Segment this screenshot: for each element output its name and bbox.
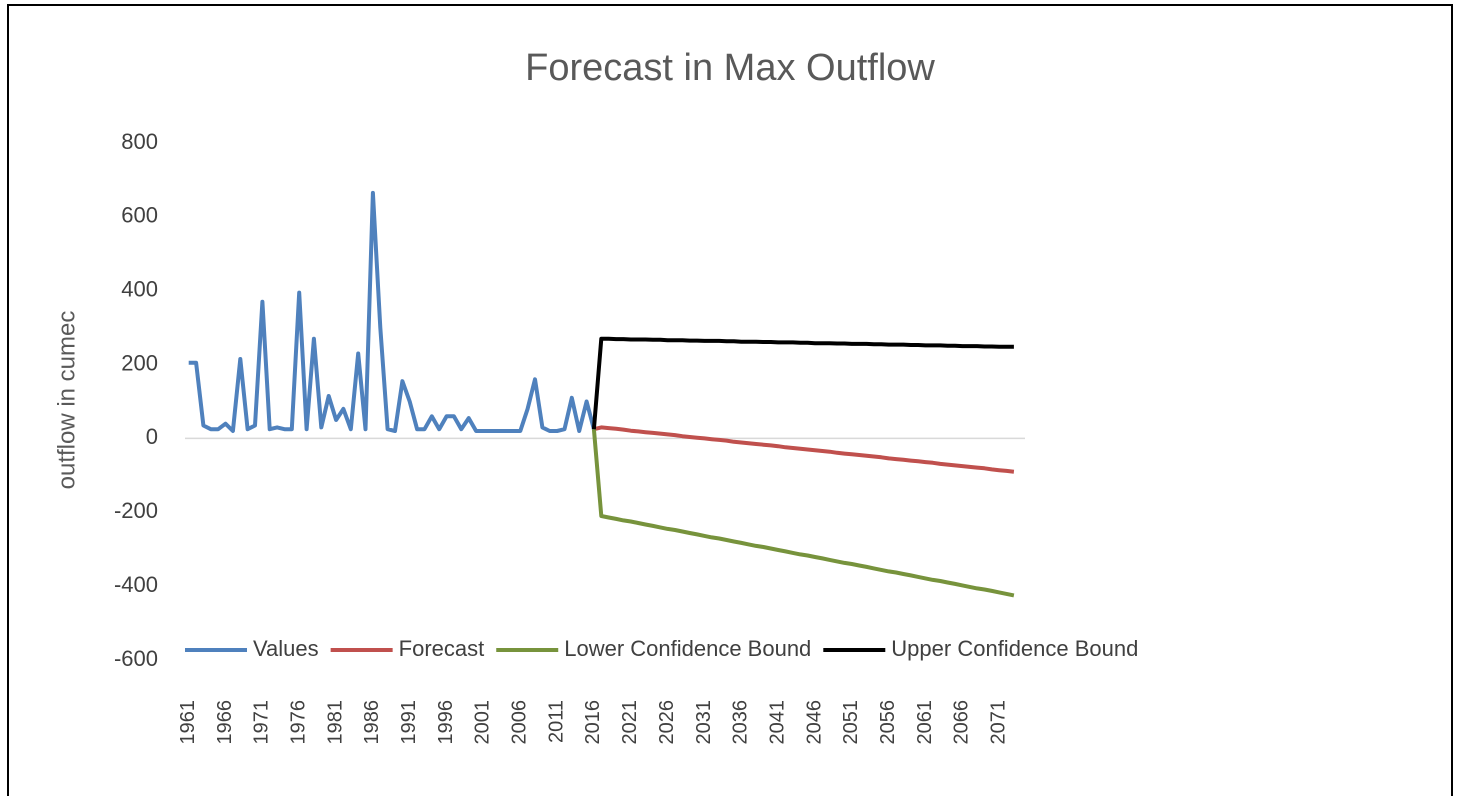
x-tick-label: 2011 — [545, 700, 567, 743]
x-tick-label: 1981 — [324, 700, 346, 745]
y-tick-label: 600 — [121, 203, 158, 228]
x-tick-label: 2031 — [693, 700, 715, 745]
x-tick-label: 2006 — [509, 700, 531, 745]
y-tick-label: 800 — [121, 129, 158, 154]
x-tick-label: 2021 — [619, 700, 641, 745]
x-tick-label: 1976 — [287, 700, 309, 745]
y-tick-label: -200 — [114, 498, 158, 523]
legend-label: Values — [253, 636, 319, 661]
x-tick-label: 2066 — [951, 700, 973, 745]
x-tick-label: 2051 — [840, 700, 862, 745]
y-tick-label: 0 — [146, 424, 158, 449]
x-tick-label: 2041 — [766, 700, 788, 745]
x-tick-label: 2061 — [914, 700, 936, 745]
y-tick-label: -400 — [114, 572, 158, 597]
y-tick-label: -600 — [114, 646, 158, 671]
series-line — [591, 336, 1014, 430]
series-line — [593, 425, 1015, 474]
x-tick-label: 1996 — [435, 700, 457, 745]
x-tick-label: 2036 — [730, 700, 752, 745]
x-tick-label: 2071 — [987, 700, 1009, 745]
x-tick-label: 2016 — [582, 700, 604, 745]
x-tick-label: 1991 — [398, 700, 420, 745]
x-tick-label: 2026 — [656, 700, 678, 745]
x-tick-label: 1986 — [361, 700, 383, 745]
legend-label: Lower Confidence Bound — [564, 636, 811, 661]
legend-label: Forecast — [399, 636, 485, 661]
x-tick-label: 2046 — [803, 700, 825, 745]
legend-label: Upper Confidence Bound — [891, 636, 1138, 661]
y-tick-label: 200 — [121, 350, 158, 375]
x-tick-label: 1961 — [177, 700, 199, 745]
chart-title: Forecast in Max Outflow — [525, 47, 935, 89]
series-line — [591, 429, 1015, 598]
series-line — [188, 190, 596, 433]
x-tick-label: 1966 — [214, 700, 236, 745]
x-tick-label: 2056 — [877, 700, 899, 745]
frame — [7, 4, 1453, 796]
y-tick-label: 400 — [121, 277, 158, 302]
x-tick-label: 2001 — [472, 700, 494, 745]
y-axis-label: outflow in cumec — [53, 311, 80, 490]
x-tick-label: 1971 — [251, 700, 273, 745]
